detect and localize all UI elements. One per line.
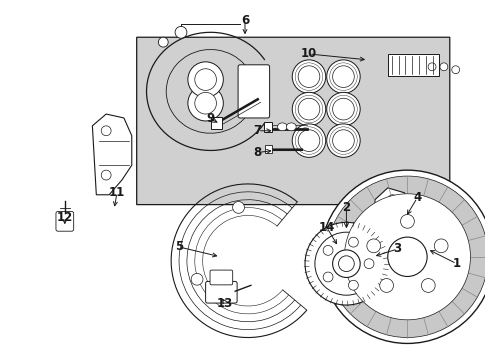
Circle shape bbox=[421, 279, 434, 292]
Circle shape bbox=[175, 26, 186, 38]
Text: 10: 10 bbox=[300, 48, 316, 60]
Text: 3: 3 bbox=[393, 242, 401, 255]
Circle shape bbox=[292, 124, 325, 157]
Circle shape bbox=[332, 130, 353, 152]
Ellipse shape bbox=[277, 123, 287, 131]
Circle shape bbox=[326, 176, 487, 338]
Bar bbox=[264, 145, 271, 153]
Circle shape bbox=[232, 202, 244, 213]
Text: 1: 1 bbox=[452, 257, 460, 270]
Circle shape bbox=[379, 279, 393, 292]
Circle shape bbox=[194, 69, 216, 90]
Circle shape bbox=[187, 62, 223, 97]
Circle shape bbox=[101, 170, 111, 180]
Circle shape bbox=[400, 215, 413, 228]
FancyBboxPatch shape bbox=[210, 270, 232, 285]
Text: 6: 6 bbox=[241, 14, 248, 27]
Circle shape bbox=[305, 222, 387, 305]
Text: 14: 14 bbox=[318, 221, 334, 234]
Circle shape bbox=[323, 246, 332, 255]
Circle shape bbox=[451, 66, 459, 74]
Ellipse shape bbox=[286, 123, 296, 131]
Circle shape bbox=[320, 170, 488, 343]
Text: 4: 4 bbox=[412, 191, 421, 204]
Bar bbox=[263, 122, 271, 132]
Polygon shape bbox=[92, 114, 131, 195]
Circle shape bbox=[194, 93, 216, 114]
FancyBboxPatch shape bbox=[238, 65, 269, 118]
Polygon shape bbox=[137, 37, 449, 204]
Bar bbox=[210, 117, 222, 129]
Circle shape bbox=[323, 272, 332, 282]
Circle shape bbox=[332, 66, 353, 87]
Circle shape bbox=[338, 256, 353, 271]
Circle shape bbox=[292, 60, 325, 93]
Circle shape bbox=[332, 98, 353, 120]
Circle shape bbox=[298, 130, 319, 152]
Circle shape bbox=[387, 240, 397, 250]
Circle shape bbox=[326, 60, 360, 93]
Text: 2: 2 bbox=[342, 201, 350, 214]
FancyBboxPatch shape bbox=[389, 229, 410, 243]
Circle shape bbox=[427, 63, 435, 71]
Circle shape bbox=[366, 239, 380, 253]
Circle shape bbox=[187, 85, 223, 121]
Text: 8: 8 bbox=[253, 146, 262, 159]
Circle shape bbox=[348, 280, 358, 290]
Circle shape bbox=[364, 259, 373, 269]
Circle shape bbox=[101, 126, 111, 136]
Circle shape bbox=[433, 239, 447, 253]
Circle shape bbox=[348, 237, 358, 247]
Polygon shape bbox=[374, 188, 409, 265]
Circle shape bbox=[298, 98, 319, 120]
Circle shape bbox=[332, 250, 360, 278]
Circle shape bbox=[439, 63, 447, 71]
Text: 11: 11 bbox=[109, 186, 125, 199]
Circle shape bbox=[387, 237, 426, 276]
Circle shape bbox=[326, 93, 360, 126]
Text: 7: 7 bbox=[253, 124, 261, 137]
Circle shape bbox=[387, 195, 397, 204]
Circle shape bbox=[158, 37, 168, 47]
Circle shape bbox=[292, 93, 325, 126]
FancyBboxPatch shape bbox=[205, 282, 237, 303]
Text: 12: 12 bbox=[57, 211, 73, 224]
Text: 13: 13 bbox=[217, 297, 233, 310]
FancyBboxPatch shape bbox=[56, 212, 74, 231]
Circle shape bbox=[356, 206, 458, 308]
Text: 9: 9 bbox=[206, 112, 214, 125]
Circle shape bbox=[314, 232, 377, 295]
Circle shape bbox=[298, 66, 319, 87]
Bar bbox=[387, 54, 438, 76]
Circle shape bbox=[344, 194, 469, 320]
Circle shape bbox=[191, 273, 203, 285]
Circle shape bbox=[326, 124, 360, 157]
Text: 5: 5 bbox=[175, 240, 183, 253]
